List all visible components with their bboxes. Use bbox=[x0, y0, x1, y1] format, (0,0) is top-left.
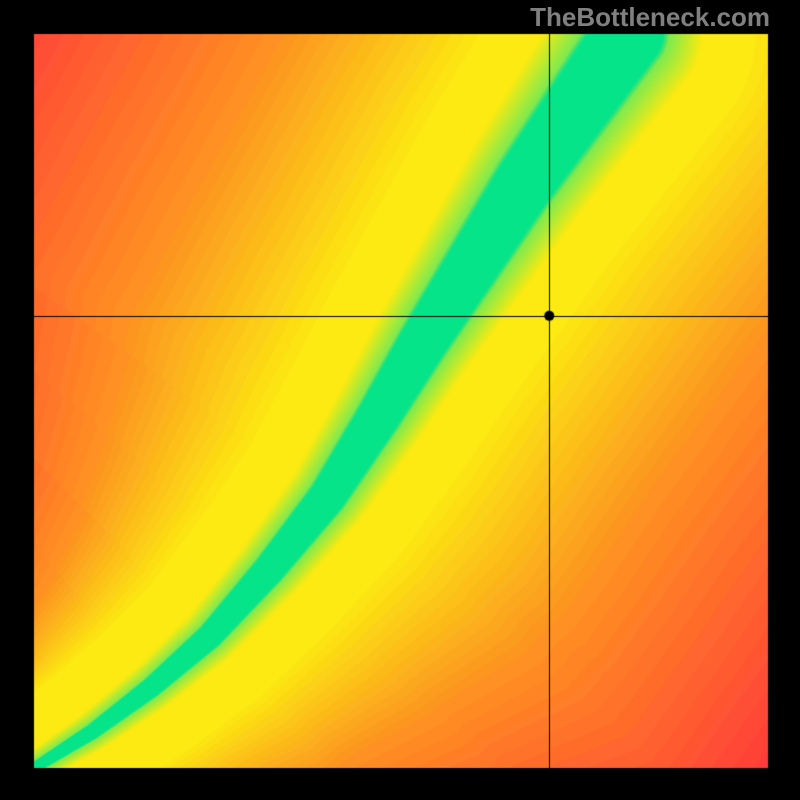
bottleneck-heatmap bbox=[0, 0, 800, 800]
watermark-text: TheBottleneck.com bbox=[530, 2, 770, 33]
chart-container: TheBottleneck.com bbox=[0, 0, 800, 800]
